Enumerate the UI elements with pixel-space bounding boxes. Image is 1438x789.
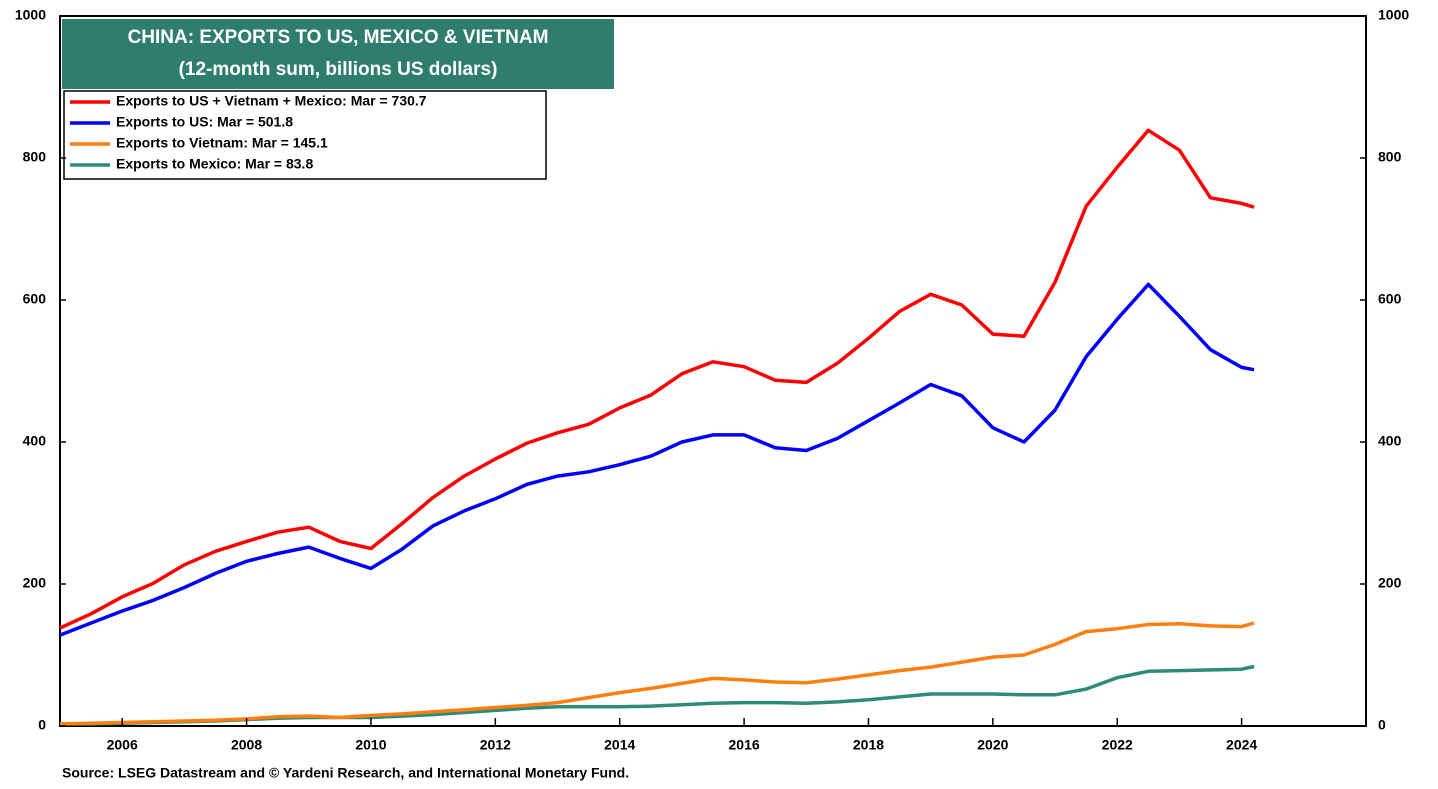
title-box bbox=[62, 19, 614, 89]
chart-subtitle: (12-month sum, billions US dollars) bbox=[179, 59, 498, 80]
series-line bbox=[59, 282, 1255, 637]
x-tick-label: 2022 bbox=[1102, 737, 1133, 753]
x-tick-label: 2006 bbox=[107, 737, 138, 753]
x-tick-label: 2012 bbox=[480, 737, 511, 753]
y2-tick-label: 1000 bbox=[1378, 7, 1409, 23]
x-tick-label: 2008 bbox=[231, 737, 262, 753]
chart-title: CHINA: EXPORTS TO US, MEXICO & VIETNAM bbox=[128, 27, 549, 48]
x-tick-label: 2020 bbox=[977, 737, 1008, 753]
plot-frame bbox=[59, 15, 1367, 727]
x-tick-label: 2018 bbox=[853, 737, 884, 753]
y-tick-label: 200 bbox=[23, 575, 47, 591]
legend bbox=[63, 90, 547, 180]
series-line bbox=[59, 128, 1255, 630]
y2-tick-label: 600 bbox=[1378, 291, 1402, 307]
y2-tick-label: 0 bbox=[1378, 717, 1386, 733]
y-tick-label: 800 bbox=[23, 149, 47, 165]
x-tick-label: 2024 bbox=[1226, 737, 1257, 753]
legend-label: Exports to US: Mar = 501.8 bbox=[116, 114, 293, 130]
series-line bbox=[59, 621, 1255, 726]
legend-label: Exports to Vietnam: Mar = 145.1 bbox=[116, 135, 328, 151]
y-tick-label: 400 bbox=[23, 433, 47, 449]
x-tick-label: 2010 bbox=[355, 737, 386, 753]
legend-label: Exports to Mexico: Mar = 83.8 bbox=[116, 156, 313, 172]
x-tick-label: 2014 bbox=[604, 737, 635, 753]
x-tick-label: 2016 bbox=[729, 737, 760, 753]
y2-tick-label: 800 bbox=[1378, 149, 1402, 165]
series-line bbox=[60, 664, 1255, 726]
legend-label: Exports to US + Vietnam + Mexico: Mar = … bbox=[116, 93, 427, 109]
y2-tick-label: 200 bbox=[1378, 575, 1402, 591]
y2-tick-label: 400 bbox=[1378, 433, 1402, 449]
y-tick-label: 1000 bbox=[15, 7, 46, 23]
source-note: Source: LSEG Datastream and © Yardeni Re… bbox=[62, 765, 629, 781]
y-tick-label: 0 bbox=[38, 717, 46, 733]
y-tick-label: 600 bbox=[23, 291, 47, 307]
